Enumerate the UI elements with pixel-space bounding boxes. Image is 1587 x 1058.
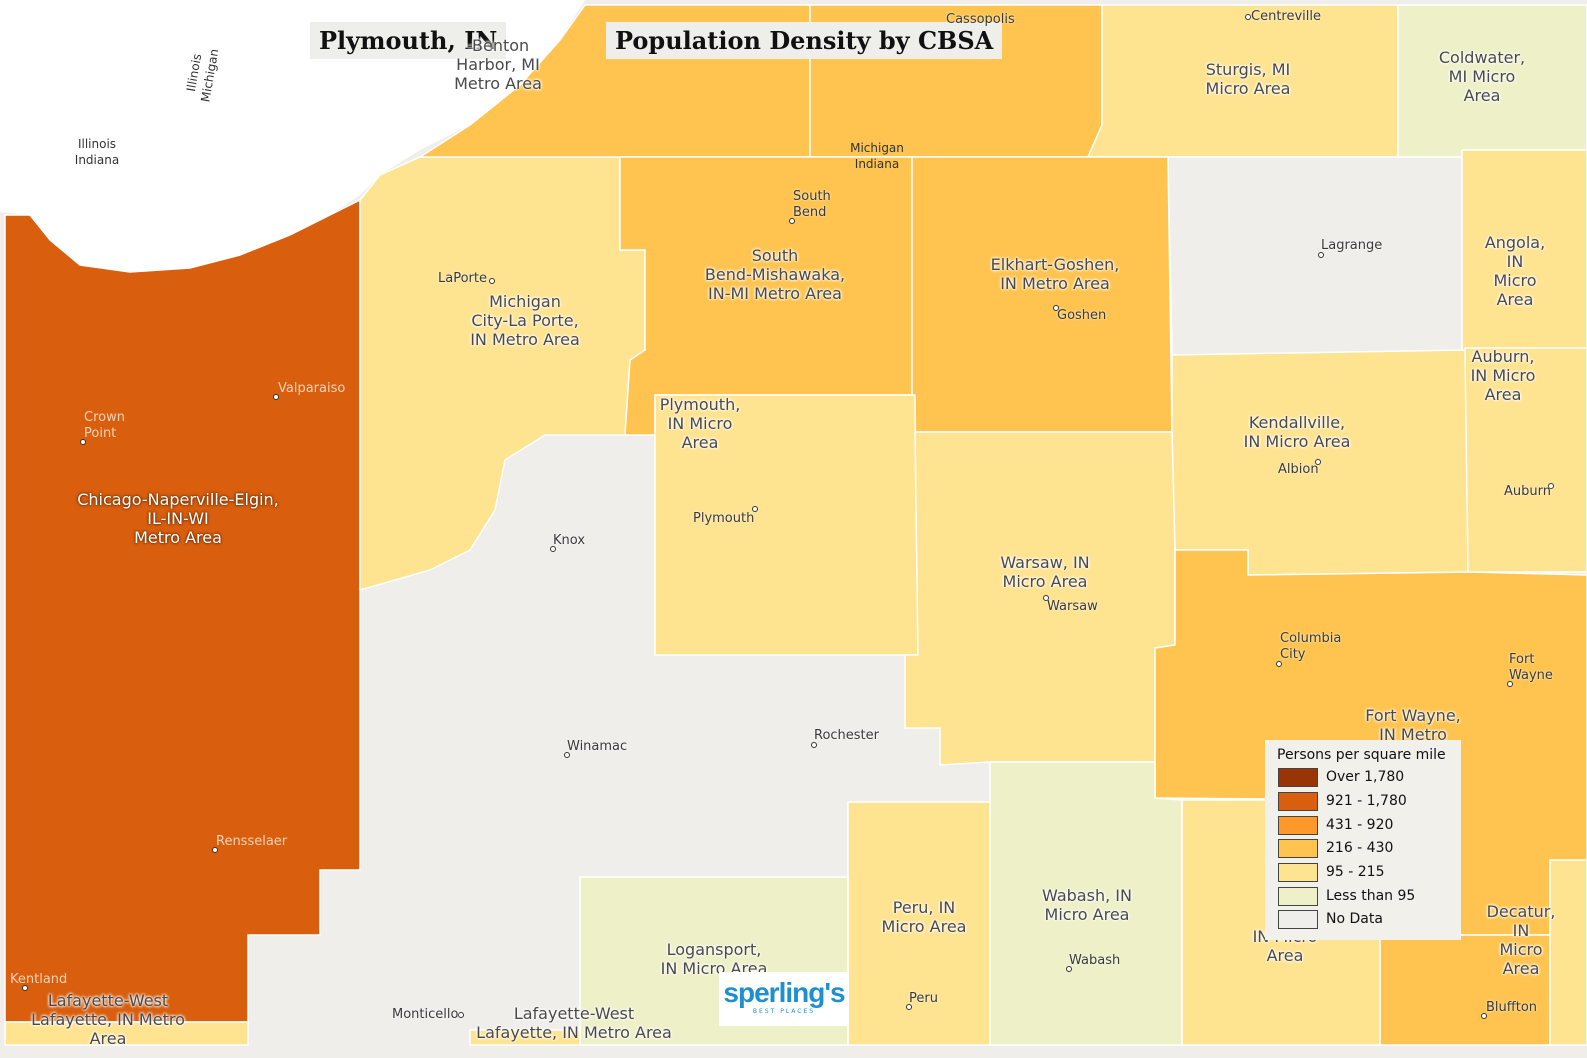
legend-label: No Data (1326, 911, 1383, 927)
border-label-illinois-indiana: Illinois Indiana (74, 137, 120, 167)
area-label-plymouth: Plymouth, IN Micro Area (659, 395, 741, 452)
city-dot (80, 439, 86, 445)
place-title: Plymouth, IN (310, 22, 507, 59)
legend-swatch (1278, 816, 1318, 835)
region-lafayette-left[interactable] (4, 1021, 249, 1046)
legend-swatch (1278, 863, 1318, 882)
city-dot (752, 506, 758, 512)
city-laporte: LaPorte (438, 271, 487, 286)
city-cassopolis: Cassopolis (946, 12, 1015, 27)
city-goshen: Goshen (1057, 308, 1107, 323)
city-kentland: Kentland (10, 972, 68, 987)
area-label-peru: Peru, IN Micro Area (881, 898, 967, 936)
city-dot (1245, 14, 1251, 20)
city-rensselaer: Rensselaer (216, 834, 288, 849)
city-dot (789, 218, 795, 224)
city-winamac: Winamac (567, 739, 628, 754)
area-label-logansport: Logansport, IN Micro Area (660, 940, 768, 978)
area-label-michigan-city: Michigan City-La Porte, IN Metro Area (470, 292, 580, 349)
city-warsaw: Warsaw (1047, 599, 1098, 614)
region-warsaw[interactable] (904, 431, 1176, 766)
area-label-lafayette-left: Lafayette-West Lafayette, IN Metro Area (31, 991, 185, 1048)
area-label-benton-harbor: -Benton Harbor, MI Metro Area (454, 36, 542, 93)
city-knox: Knox (553, 533, 586, 548)
city-dot (1276, 661, 1282, 667)
region-lafayette-bottom[interactable] (469, 1029, 581, 1046)
region-elkhart[interactable] (911, 156, 1173, 433)
city-dot (564, 752, 570, 758)
legend-swatch (1278, 839, 1318, 858)
city-dot (458, 1012, 464, 1018)
area-label-decatur: Decatur, IN Micro Area (1486, 902, 1556, 978)
city-dot (1507, 681, 1513, 687)
legend-label: Less than 95 (1326, 888, 1416, 904)
city-dot (1315, 459, 1321, 465)
legend-title: Persons per square mile (1277, 747, 1446, 763)
border-label-michigan-indiana: Michigan Indiana (850, 141, 904, 171)
area-label-coldwater: Coldwater, MI Micro Area (1438, 48, 1526, 105)
region-lagrange (1167, 156, 1463, 356)
city-plymouth: Plymouth (693, 511, 755, 526)
city-albion: Albion (1278, 462, 1319, 477)
city-centreville: Centreville (1251, 9, 1321, 24)
region-decatur[interactable] (1549, 859, 1587, 1046)
city-rochester: Rochester (814, 728, 879, 743)
area-label-wabash: Wabash, IN Micro Area (1042, 886, 1132, 924)
city-dot (1481, 1013, 1487, 1019)
city-crown-point: Crown Point (84, 410, 125, 441)
area-label-elkhart: Elkhart-Goshen, IN Metro Area (990, 255, 1120, 293)
area-label-angola: Angola, IN Micro Area (1484, 233, 1546, 309)
city-dot (906, 1004, 912, 1010)
area-label-sturgis: Sturgis, MI Micro Area (1205, 60, 1291, 98)
area-label-fort-wayne: Fort Wayne, IN Metro (1365, 706, 1461, 744)
city-peru: Peru (909, 991, 938, 1006)
region-angola[interactable] (1461, 149, 1587, 353)
city-auburn: Auburn (1504, 484, 1551, 499)
logo-subtitle: BEST PLACES (752, 1008, 816, 1015)
legend-swatch (1278, 910, 1318, 929)
city-dot (1548, 483, 1554, 489)
legend-swatch (1278, 768, 1318, 787)
city-dot (811, 742, 817, 748)
city-monticello: Monticello (392, 1007, 459, 1022)
legend-label: 95 - 215 (1326, 864, 1385, 880)
city-dot (1053, 305, 1059, 311)
city-bluffton: Bluffton (1486, 1000, 1538, 1015)
city-dot (22, 985, 28, 991)
city-dot (1043, 595, 1049, 601)
area-label-warsaw: Warsaw, IN Micro Area (1000, 553, 1090, 591)
logo-wordmark: sperling's (723, 977, 845, 1008)
area-label-south-bend: South Bend-Mishawaka, IN-MI Metro Area (704, 246, 846, 303)
legend-label: Over 1,780 (1326, 769, 1405, 785)
city-dot (1066, 966, 1072, 972)
area-label-lafayette-bottom: Lafayette-West Lafayette, IN Metro Area (476, 1004, 672, 1042)
area-label-kendallville: Kendallville, IN Micro Area (1243, 413, 1351, 451)
city-dot (1318, 252, 1324, 258)
legend-swatch (1278, 792, 1318, 811)
city-columbia-city: Columbia City (1280, 631, 1342, 662)
legend: Persons per square mile Over 1,780 921 -… (1265, 740, 1461, 940)
legend-swatch (1278, 887, 1318, 906)
area-label-auburn: Auburn, IN Micro Area (1470, 347, 1536, 404)
city-wabash: Wabash (1069, 953, 1121, 968)
legend-label: 921 - 1,780 (1326, 793, 1407, 809)
sperlings-logo[interactable]: sperling's BEST PLACES (719, 972, 849, 1026)
region-chicago[interactable] (4, 198, 361, 1023)
city-valparaiso: Valparaiso (278, 381, 346, 396)
city-dot (212, 847, 218, 853)
legend-label: 431 - 920 (1326, 817, 1394, 833)
city-dot (550, 546, 556, 552)
lake-michigan (0, 0, 585, 272)
city-fort-wayne: Fort Wayne (1509, 652, 1553, 683)
map-title: Population Density by CBSA (606, 22, 1003, 59)
legend-label: 216 - 430 (1326, 840, 1394, 856)
city-south-bend: South Bend (793, 189, 831, 220)
area-label-chicago: Chicago-Naperville-Elgin, IL-IN-WI Metro… (77, 490, 279, 547)
city-dot (273, 394, 279, 400)
city-lagrange: Lagrange (1321, 238, 1383, 253)
city-dot (489, 278, 495, 284)
